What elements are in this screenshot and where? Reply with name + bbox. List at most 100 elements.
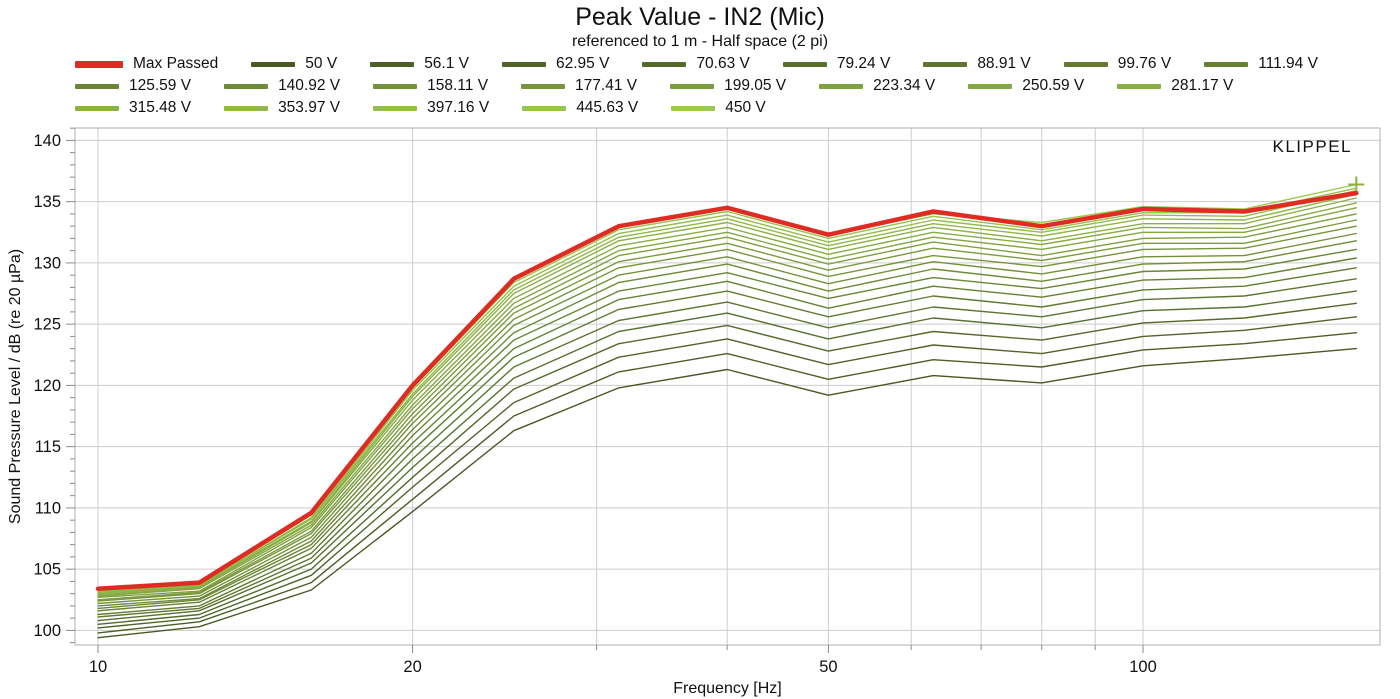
legend: Max Passed 50 V 56.1 V 62.95 V 70.63 V 79.24 … [75, 53, 1375, 119]
legend-label: 315.48 V [129, 99, 192, 116]
legend-label: 445.63 V [576, 99, 639, 116]
legend-item-281-17-v: 281.17 V [1117, 77, 1233, 95]
series-line-111-94-v [97, 257, 1358, 612]
y-tick-label-135: 135 [33, 193, 61, 211]
legend-swatch [671, 105, 716, 111]
legend-label: 199.05 V [724, 77, 787, 94]
series-line-max-passed [95, 190, 1359, 591]
legend-label: 281.17 V [1171, 77, 1234, 94]
y-axis-label: Sound Pressure Level / dB (re 20 µPa) [7, 249, 24, 524]
legend-item-50-v: 50 V [251, 55, 337, 73]
x-tick-label-20: 20 [403, 658, 421, 676]
legend-label: 70.63 V [696, 55, 750, 72]
legend-label: 250.59 V [1022, 77, 1085, 94]
y-tick-label-125: 125 [33, 316, 61, 334]
legend-item-250-59-v: 250.59 V [968, 77, 1084, 95]
legend-label: 62.95 V [556, 55, 610, 72]
legend-swatch [224, 105, 269, 111]
y-tick-label-100: 100 [33, 622, 61, 640]
series-line-397-16-v [97, 189, 1358, 592]
legend-swatch [923, 61, 968, 67]
legend-label: 450 V [725, 99, 766, 116]
legend-label: 56.1 V [424, 55, 469, 72]
legend-swatch [502, 61, 546, 67]
series-line-177-41-v [97, 225, 1358, 602]
series-line-281-17-v [97, 202, 1358, 596]
legend-label: Max Passed [133, 55, 219, 72]
legend-item-177-41-v: 177.41 V [521, 77, 637, 95]
legend-item-79-24-v: 79.24 V [782, 55, 891, 73]
legend-label: 223.34 V [873, 77, 936, 94]
series-line-99-76-v [97, 267, 1358, 616]
x-tick-label-100: 100 [1129, 658, 1157, 676]
legend-swatch [224, 83, 269, 89]
legend-swatch [373, 83, 418, 89]
series-line-199-05-v [97, 219, 1358, 601]
legend-row-2: 125.59 V 140.92 V 158.11 V 177.41 V 199.05 V… [75, 75, 1375, 97]
legend-item-199-05-v: 199.05 V [670, 77, 786, 95]
legend-item-70-63-v: 70.63 V [642, 55, 750, 73]
legend-label: 50 V [305, 55, 338, 72]
legend-swatch [670, 83, 715, 89]
legend-item-125-59-v: 125.59 V [75, 77, 191, 95]
y-tick-label-115: 115 [35, 438, 61, 456]
legend-item-99-76-v: 99.76 V [1063, 55, 1172, 73]
legend-swatch [75, 83, 119, 89]
legend-swatch [819, 83, 864, 89]
series-line-353-97-v [97, 193, 1358, 594]
legend-item-397-16-v: 397.16 V [373, 99, 489, 117]
legend-label: 79.24 V [836, 55, 891, 72]
legend-item-445-63-v: 445.63 V [522, 99, 638, 117]
legend-swatch [1063, 61, 1108, 67]
legend-swatch [75, 105, 119, 111]
legend-item-158-11-v: 158.11 V [373, 77, 488, 95]
y-tick-label-140: 140 [33, 132, 61, 150]
legend-item-315-48-v: 315.48 V [75, 99, 191, 117]
series-line-70-63-v [97, 302, 1358, 625]
series-line-56-1-v [97, 332, 1358, 634]
legend-swatch [782, 61, 827, 67]
legend-item-88-91-v: 88.91 V [923, 55, 1031, 73]
legend-item-140-92-v: 140.92 V [224, 77, 340, 95]
series-line-62-95-v [97, 316, 1358, 629]
y-tick-label-110: 110 [35, 499, 61, 517]
y-tick-label-105: 105 [33, 561, 61, 579]
y-tick-label-120: 120 [33, 377, 61, 395]
legend-item-353-97-v: 353.97 V [224, 99, 340, 117]
x-tick-label-10: 10 [89, 658, 107, 676]
legend-label: 140.92 V [278, 77, 341, 94]
legend-swatch [522, 105, 567, 111]
legend-swatch [373, 105, 418, 111]
legend-label: 88.91 V [977, 55, 1031, 72]
series-line-88-91-v [97, 278, 1358, 618]
legend-swatch [1117, 83, 1162, 89]
series-line-223-34-v [97, 213, 1358, 598]
legend-row-1: Max Passed 50 V 56.1 V 62.95 V 70.63 V 79.24 … [75, 53, 1375, 75]
legend-item-56-1-v: 56.1 V [370, 55, 469, 73]
legend-item-223-34-v: 223.34 V [819, 77, 935, 95]
legend-label: 111.94 V [1258, 55, 1318, 72]
legend-swatch [251, 61, 296, 67]
y-tick-label-130: 130 [33, 254, 61, 272]
legend-item-111-94-v: 111.94 V [1204, 55, 1318, 73]
legend-label: 397.16 V [427, 99, 490, 116]
legend-swatch [75, 60, 123, 68]
legend-label: 177.41 V [575, 77, 638, 94]
legend-label: 353.97 V [278, 99, 341, 116]
legend-swatch [642, 61, 687, 67]
legend-swatch [1204, 61, 1249, 67]
chart-subtitle: referenced to 1 m - Half space (2 pi) [571, 33, 829, 50]
legend-item-max-passed: Max Passed [75, 55, 218, 73]
legend-swatch [370, 61, 415, 67]
x-tick-label-50: 50 [819, 658, 837, 676]
series-line-140-92-v [97, 240, 1358, 607]
series-line-315-48-v [97, 197, 1358, 595]
legend-label: 99.76 V [1117, 55, 1172, 72]
series-line-125-59-v [97, 248, 1358, 610]
legend-row-3: 315.48 V 353.97 V 397.16 V 445.63 V 450 V [75, 97, 1375, 119]
page-title: Peak Value - IN2 (Mic) [575, 3, 825, 31]
klippel-watermark: KLIPPEL [1273, 137, 1353, 156]
x-axis-label: Frequency [Hz] [673, 680, 781, 697]
